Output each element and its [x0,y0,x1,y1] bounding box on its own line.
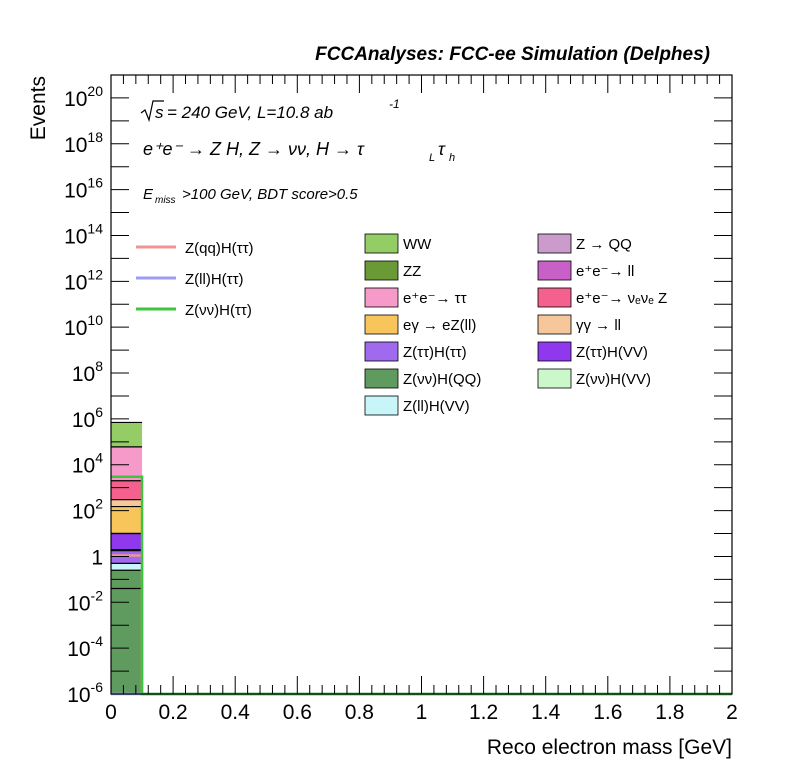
legend-swatch-1 [364,260,399,281]
cut-e-label: E [143,186,154,203]
y-tick-label: 104 [72,450,103,478]
y-tick-label: 10-6 [67,679,103,707]
x-tick-label: 0.6 [283,701,312,724]
y-tick-label: 10-2 [67,587,103,615]
legend-swatch-3 [537,314,572,335]
process-label: e⁺e⁻ → Z H, Z → νν, H → τ [143,139,365,159]
legend-label: e⁺e⁻→ ll [576,263,634,280]
y-tick-label: 1020 [64,83,103,111]
cut-subscript: miss [155,195,176,206]
x-tick-label: 1.8 [655,701,684,724]
legend-label: Z(νν)H(VV) [576,371,651,388]
legend-label: ZZ [403,263,421,280]
legend-swatch-3 [364,314,399,335]
annotation-energy: s = 240 GeV, L=10.8 ab -1 [140,97,400,123]
legend-label: γγ → ll [576,317,621,334]
legend-label: Z(qq)H(ττ) [185,240,254,257]
stack-bar-7 [111,446,143,481]
y-tick-label: 1010 [64,312,103,340]
legend-swatch-0 [364,233,399,254]
tau-h-subscript: h [449,152,455,164]
x-tick-label: 0.2 [158,701,187,724]
y-tick-label: 108 [72,358,103,386]
lumi-exponent: -1 [389,97,400,111]
y-tick-label: 1012 [64,266,103,294]
sqrt-s-label: s [155,103,164,122]
legend-label: Z(νν)H(ττ) [185,302,252,319]
legend-swatch-4 [364,341,399,362]
y-tick-label: 1014 [64,220,103,248]
stack-bar-0 [111,570,143,694]
x-tick-label: 1.6 [593,701,622,724]
legend-swatch-2 [364,287,399,308]
sqrt-symbol [140,100,164,123]
y-axis-label: Events [27,76,50,140]
y-tick-label: 1 [91,546,103,569]
legend-swatch-2 [537,287,572,308]
annotation-cuts: E miss >100 GeV, BDT score>0.5 [143,186,358,206]
legend-label: e⁺e⁻→ ττ [403,290,467,307]
stack-bar-6 [111,480,143,500]
x-axis-label: Reco electron mass [GeV] [487,736,732,759]
x-tick-label: 2 [726,701,738,724]
y-tick-label: 10-4 [67,633,103,661]
chart-title: FCCAnalyses: FCC-ee Simulation (Delphes) [315,44,710,65]
x-tick-label: 1.2 [469,701,498,724]
plot-area [111,75,732,694]
legend-swatch-5 [537,368,572,389]
y-tick-label: 106 [72,404,103,432]
tau-h-label: τ [438,139,446,159]
legend-label: Z(νν)H(QQ) [403,371,481,388]
energy-lumi-label: = 240 GeV, L=10.8 ab [167,103,333,122]
x-tick-label: 0.8 [345,701,374,724]
cut-rest-label: >100 GeV, BDT score>0.5 [182,186,358,203]
legend-label: Z(ττ)H(ττ) [403,344,467,361]
x-tick-label: 0 [105,701,117,724]
y-tick-label: 1018 [64,129,103,157]
stack-bar-2 [111,550,143,564]
legend-label: WW [403,236,432,253]
stack-bar-1 [111,563,143,571]
stack-bar-5 [111,499,143,507]
legend-label: eγ → eZ(ll) [403,317,476,334]
legend-label: Z(ττ)H(VV) [576,344,648,361]
legend-label: e⁺e⁻→ νₑνₑ Z [576,290,667,307]
annotation-process: e⁺e⁻ → Z H, Z → νν, H → τ L τ h [143,139,455,164]
legend-swatch-1 [537,260,572,281]
legend-swatch-6 [364,395,399,416]
legend-label: Z → QQ [576,236,632,253]
legend-swatch-0 [537,233,572,254]
x-tick-label: 0.4 [221,701,251,724]
y-tick-label: 1016 [64,175,103,203]
y-tick-label: 102 [72,496,103,524]
legend-swatch-5 [364,368,399,389]
tau-l-subscript: L [429,152,435,164]
stack-bar-3 [111,533,143,551]
stack-bar-8 [111,422,143,447]
legend-label: Z(ll)H(VV) [403,398,470,415]
x-tick-label: 1 [416,701,428,724]
x-tick-label: 1.4 [531,701,561,724]
legend-label: Z(ll)H(ττ) [185,271,244,288]
legend-swatch-4 [537,341,572,362]
